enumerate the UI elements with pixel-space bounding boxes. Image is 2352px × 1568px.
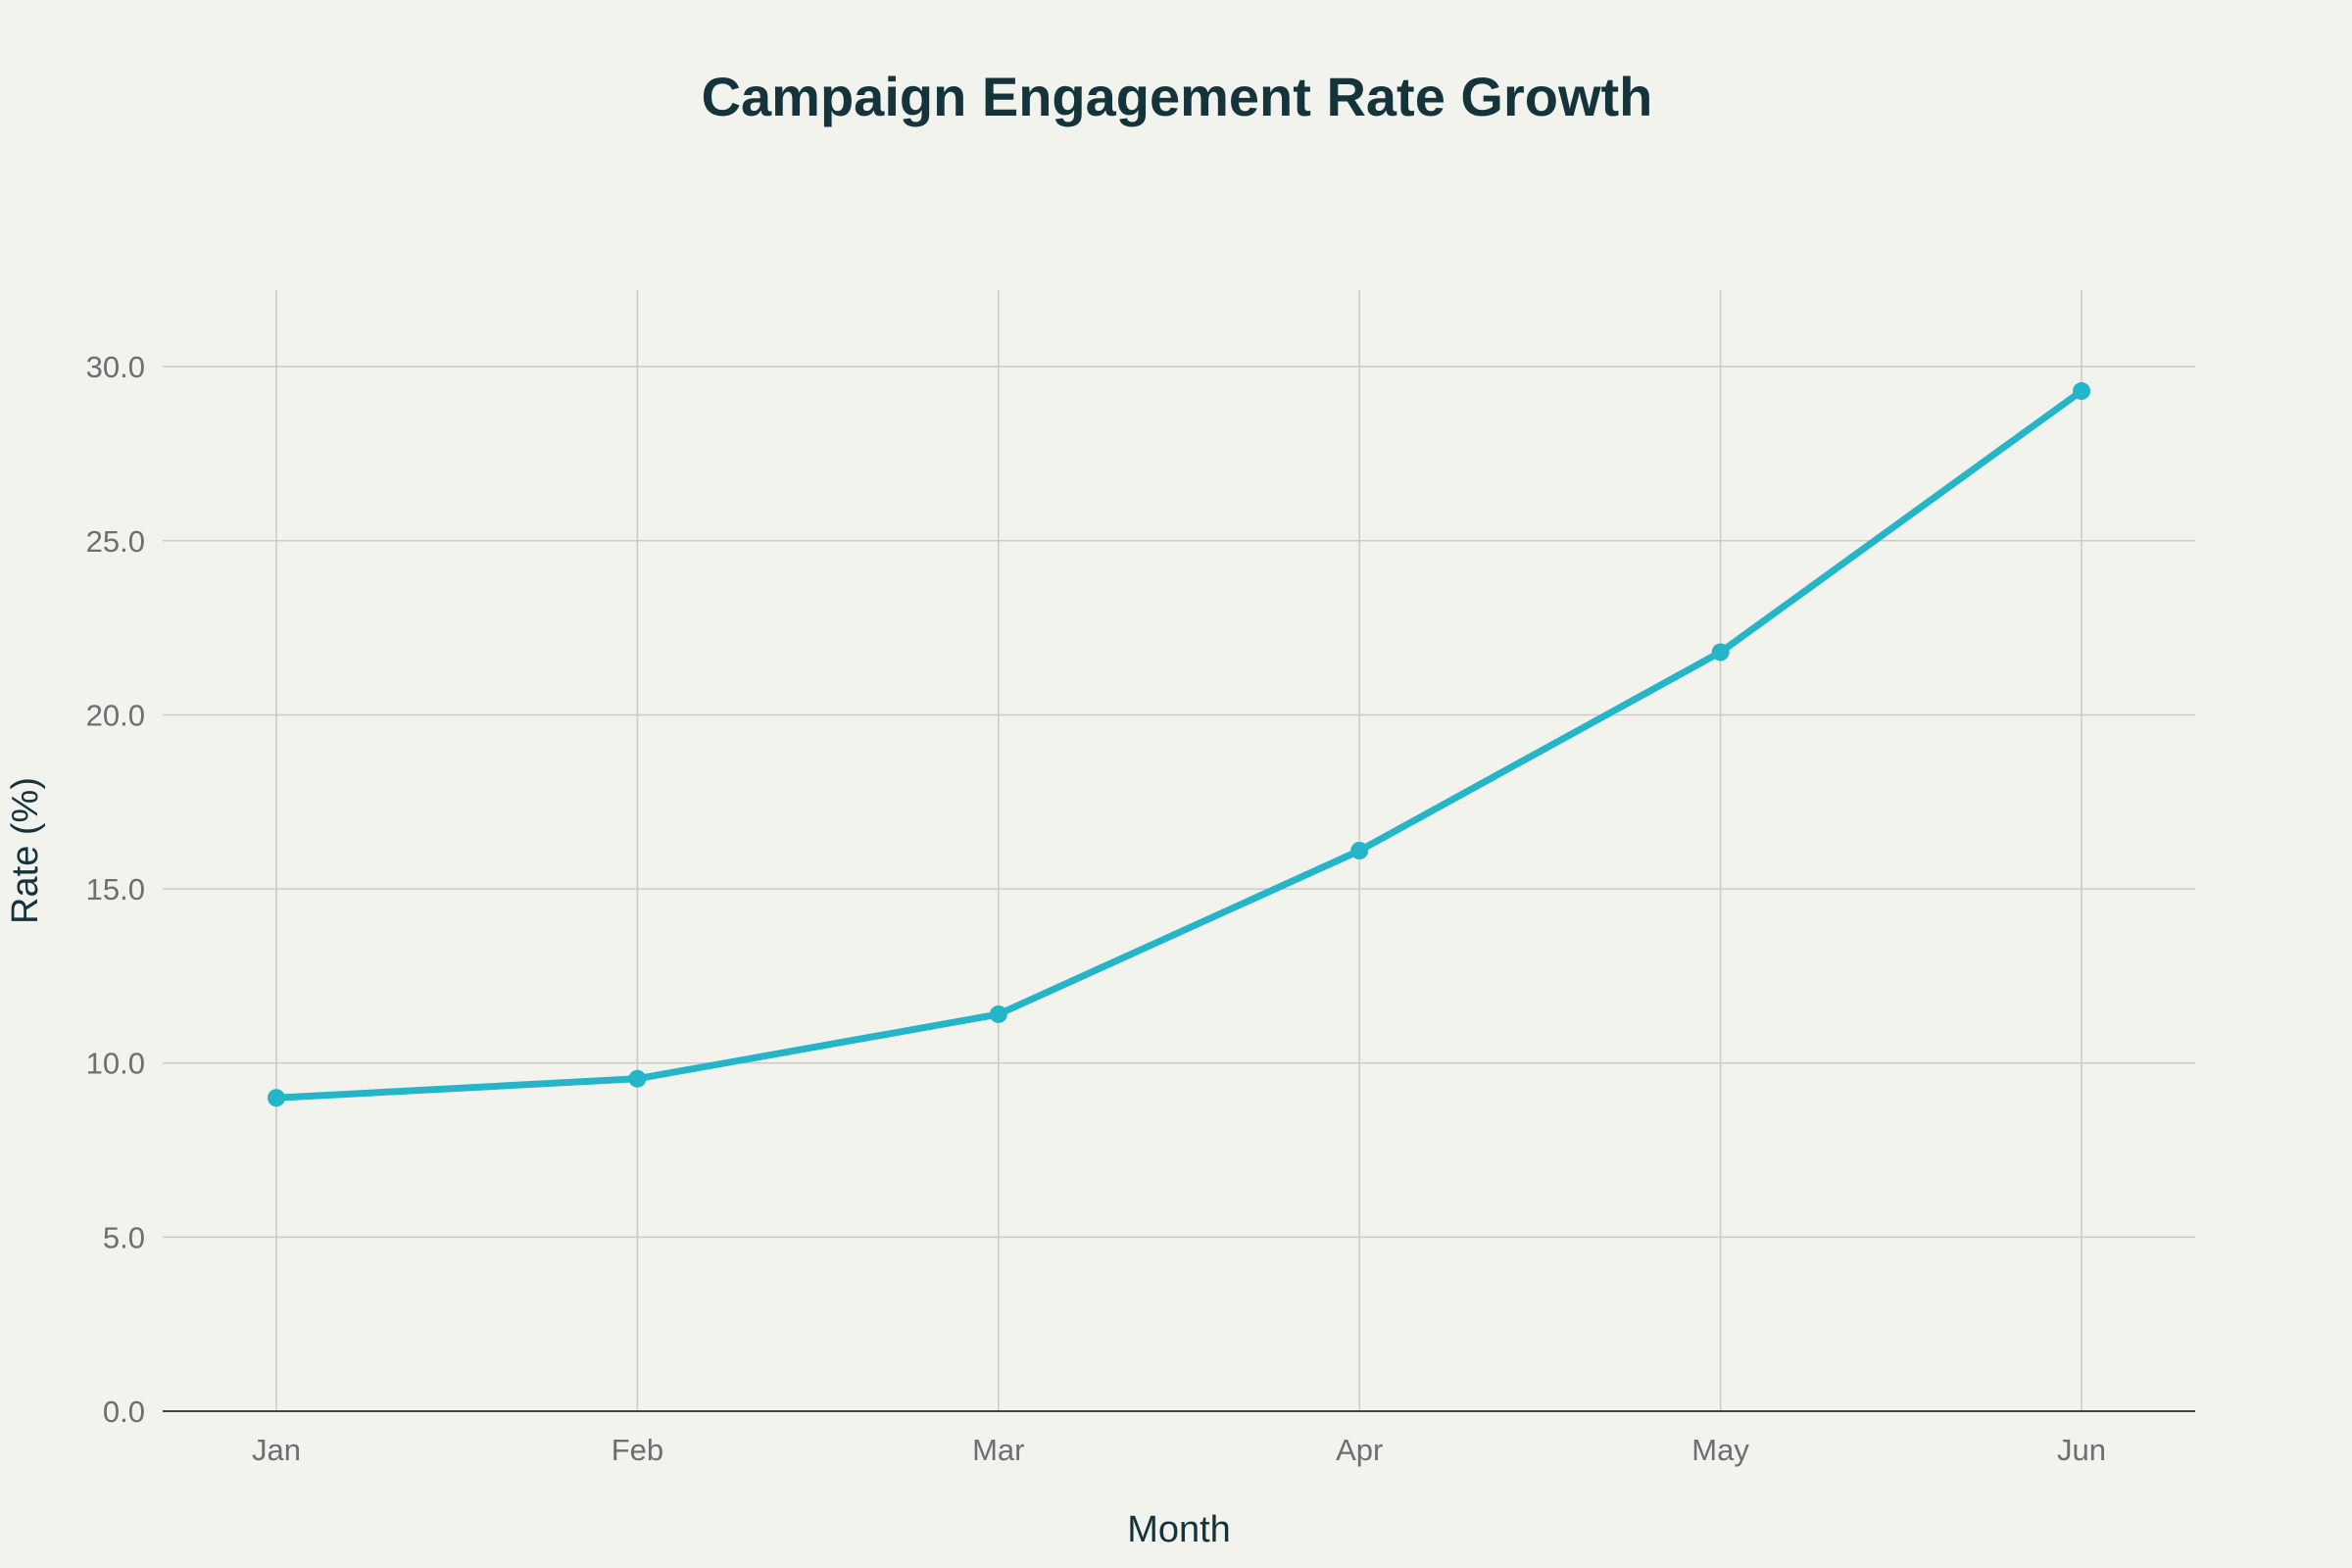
y-tick-label: 30.0 bbox=[86, 350, 145, 384]
data-point[interactable] bbox=[268, 1089, 285, 1107]
y-axis-ticks: 0.0 5.0 10.0 15.0 20.0 25.0 30.0 bbox=[86, 350, 145, 1429]
series-line bbox=[272, 387, 2085, 1102]
y-tick-label: 10.0 bbox=[86, 1047, 145, 1081]
y-axis-title: Rate (%) bbox=[5, 777, 46, 924]
data-point[interactable] bbox=[1711, 643, 1730, 662]
x-tick-label: Jan bbox=[252, 1433, 301, 1467]
data-point[interactable] bbox=[989, 1004, 1007, 1023]
x-axis-ticks: Jan Feb Mar Apr May Jun bbox=[252, 1433, 2106, 1467]
x-tick-label: Mar bbox=[972, 1433, 1024, 1467]
y-tick-label: 0.0 bbox=[103, 1395, 145, 1429]
y-tick-label: 15.0 bbox=[86, 872, 145, 906]
data-point[interactable] bbox=[1350, 842, 1369, 859]
x-tick-label: Apr bbox=[1336, 1433, 1383, 1467]
chart-title: Campaign Engagement Rate Growth bbox=[702, 66, 1653, 127]
y-tick-label: 25.0 bbox=[86, 524, 145, 559]
y-tick-label: 5.0 bbox=[103, 1220, 145, 1254]
data-point[interactable] bbox=[2073, 382, 2090, 401]
x-tick-label: May bbox=[1691, 1433, 1749, 1467]
x-tick-label: Jun bbox=[2057, 1433, 2106, 1467]
grid-lines bbox=[163, 290, 2195, 1411]
x-tick-label: Feb bbox=[612, 1433, 663, 1467]
data-point[interactable] bbox=[628, 1069, 647, 1088]
x-axis-title: Month bbox=[1127, 1509, 1231, 1550]
series-layer bbox=[268, 382, 2090, 1107]
y-tick-label: 20.0 bbox=[86, 698, 145, 732]
